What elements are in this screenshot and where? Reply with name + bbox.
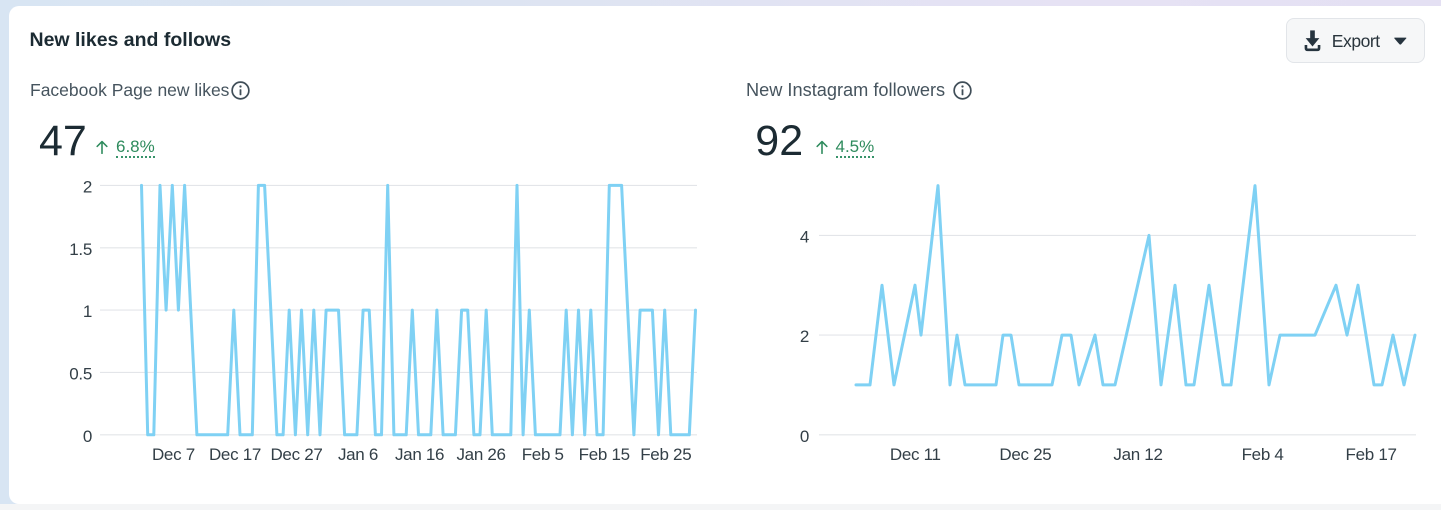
svg-text:Jan 6: Jan 6 (338, 445, 378, 464)
svg-text:1.5: 1.5 (69, 240, 92, 259)
svg-text:Feb 17: Feb 17 (1346, 445, 1397, 464)
svg-text:Dec 7: Dec 7 (152, 445, 195, 464)
svg-text:0: 0 (83, 427, 92, 446)
svg-text:0.5: 0.5 (69, 365, 92, 384)
svg-text:2: 2 (83, 177, 92, 196)
svg-text:Feb 4: Feb 4 (1242, 445, 1284, 464)
svg-text:4: 4 (800, 227, 809, 246)
svg-text:Dec 25: Dec 25 (999, 445, 1051, 464)
svg-text:Jan 16: Jan 16 (395, 445, 444, 464)
svg-text:Feb 5: Feb 5 (522, 445, 564, 464)
svg-text:Dec 27: Dec 27 (270, 445, 322, 464)
svg-text:Jan 12: Jan 12 (1113, 445, 1162, 464)
svg-text:2: 2 (800, 327, 809, 346)
svg-text:Feb 15: Feb 15 (579, 445, 630, 464)
svg-text:Dec 11: Dec 11 (890, 445, 941, 464)
svg-text:Jan 26: Jan 26 (456, 445, 505, 464)
svg-text:Feb 25: Feb 25 (640, 445, 691, 464)
svg-text:Dec 17: Dec 17 (209, 445, 261, 464)
svg-text:1: 1 (83, 302, 92, 321)
svg-text:0: 0 (800, 427, 809, 446)
